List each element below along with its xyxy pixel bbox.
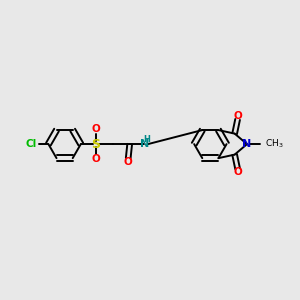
Text: O: O (124, 157, 133, 167)
Text: O: O (91, 154, 100, 164)
Text: O: O (233, 111, 242, 121)
Text: O: O (91, 124, 100, 134)
Text: O: O (233, 167, 242, 177)
Text: CH$_3$: CH$_3$ (265, 138, 284, 150)
Text: N: N (242, 139, 252, 149)
Text: H: H (143, 135, 150, 144)
Text: S: S (91, 138, 100, 151)
Text: N: N (140, 139, 150, 149)
Text: Cl: Cl (26, 139, 37, 149)
